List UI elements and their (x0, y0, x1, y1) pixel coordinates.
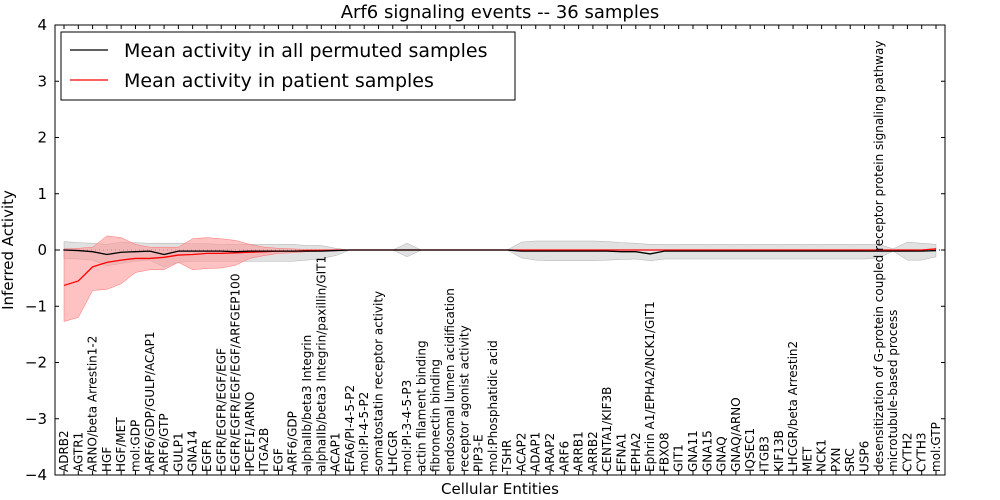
x-category-labels-layer: ADRB2 AGTR1 ARNO/beta Arrestin1-2 HGF HGF/ME… (57, 25, 943, 475)
x-category-label: fibronectin binding (429, 359, 443, 472)
y-tick-label: 2 (37, 129, 47, 147)
x-category-label: CYTH3 (915, 433, 929, 473)
x-category-label: FBXO8 (657, 432, 671, 472)
x-category-label: mol:Phosphatidic acid (486, 340, 500, 472)
y-tick-label: −3 (25, 410, 47, 428)
x-category-label: receptor agonist activity (457, 325, 471, 472)
legend: Mean activity in all permuted samples Me… (60, 31, 516, 101)
x-category-label: alphaIIb/beta3 Integrin/paxillin/GIT1 (314, 256, 328, 472)
x-category-label: NCK1 (815, 439, 829, 472)
x-category-label: CENTA1/KIF3B (600, 387, 614, 472)
x-category-label: SRC (843, 448, 857, 472)
x-category-label: MET (800, 446, 814, 472)
x-category-label: HGF (100, 447, 114, 472)
x-category-label: ITGB3 (757, 436, 771, 472)
y-axis-label: Inferred Activity (0, 190, 17, 310)
x-category-label: LHCGR (386, 430, 400, 472)
x-category-label: USP6 (858, 441, 872, 472)
x-category-label: EGF (271, 448, 285, 472)
x-category-label: somatostatin receptor activity (371, 291, 385, 472)
x-category-label: ARF6/GDP/GULP/ACAP1 (143, 332, 157, 472)
x-category-label: AGTR1 (71, 432, 85, 472)
x-category-label: ARF6/GDP (286, 411, 300, 472)
x-category-label: ACAP1 (329, 433, 343, 472)
legend-label-permuted: Mean activity in all permuted samples (124, 40, 487, 62)
y-tick-label: −1 (25, 297, 47, 315)
x-category-label: TSHR (500, 440, 514, 473)
x-category-label: ARRB1 (572, 431, 586, 472)
x-category-label: IPCEF1/ARNO (243, 392, 257, 472)
x-category-label: ARF6/GTP (157, 413, 171, 472)
x-category-label: LHCGR/beta Arrestin2 (786, 341, 800, 472)
x-category-label: EGFR/EGFR/EGF/EGF (214, 348, 228, 472)
legend-label-patient: Mean activity in patient samples (124, 70, 434, 92)
lines-layer (63, 248, 937, 287)
x-category-label: GNA14 (186, 430, 200, 472)
x-category-label: IQSEC1 (743, 428, 757, 472)
x-category-label: EFNA1 (615, 433, 629, 472)
bands-layer (63, 235, 937, 322)
x-category-label: mol:GDP (128, 420, 142, 472)
x-category-label: mol:PI-4-5-P2 (357, 392, 371, 472)
x-category-label: microtubule-based process (886, 310, 900, 472)
x-category-label: KIF13B (772, 430, 786, 472)
x-category-label: GULP1 (171, 432, 185, 472)
x-axis-label: Cellular Entities (441, 480, 559, 498)
x-category-label: ADRB2 (57, 430, 71, 472)
x-category-label: EGFR (200, 440, 214, 472)
x-category-label: HGF/MET (114, 417, 128, 472)
y-tick-label: 0 (37, 241, 47, 259)
x-category-label: PXN (829, 448, 843, 472)
x-category-label: GNA11 (686, 430, 700, 472)
y-tick-label: −2 (25, 354, 47, 372)
x-category-label: GNAQ (715, 436, 729, 472)
x-category-label: desensitization of G-protein coupled rec… (872, 41, 886, 472)
x-category-label: ADAP1 (529, 432, 543, 472)
permuted-mean-line (63, 249, 937, 256)
x-category-label: PIP3-E (472, 434, 486, 472)
x-category-label: endosomal lumen acidification (443, 288, 457, 472)
x-category-label: alphaIIb/beta3 Integrin (300, 335, 314, 472)
x-category-label: ARRB2 (586, 431, 600, 472)
legend-box (60, 31, 516, 101)
chart-title: Arf6 signaling events -- 36 samples (341, 2, 660, 23)
y-tick-label: 4 (37, 16, 47, 34)
x-category-label: ARNO/beta Arrestin1-2 (86, 336, 100, 472)
x-category-label: GNAQ/ARNO (729, 397, 743, 472)
x-category-label: ARF6 (557, 441, 571, 472)
x-category-label: EGFR/EGFR/EGF/EGF/ARFGEP100 (229, 274, 243, 472)
x-category-label: CYTH2 (900, 433, 914, 473)
x-category-label: mol:GTP (929, 422, 943, 472)
x-category-label: Ephrin A1/EPHA2/NCK1/GIT1 (643, 301, 657, 472)
y-tick-label: −4 (25, 466, 47, 484)
y-ticks-layer: 4 3 2 1 0 −1 −2 −3 −4 (25, 16, 945, 484)
x-category-label: GNA15 (700, 430, 714, 472)
x-category-label: EFA6/PI-4-5-P2 (343, 385, 357, 472)
y-tick-label: 1 (37, 185, 47, 203)
x-category-label: GIT1 (672, 444, 686, 472)
x-category-label: ITGA2B (257, 428, 271, 472)
y-tick-label: 3 (37, 72, 47, 90)
x-category-label: mol:PI-3-4-5-P3 (400, 380, 414, 472)
x-category-label: actin filament binding (414, 340, 428, 472)
x-category-label: EPHA2 (629, 432, 643, 472)
x-category-label: ACAP2 (514, 433, 528, 472)
x-category-label: ARAP2 (543, 433, 557, 472)
